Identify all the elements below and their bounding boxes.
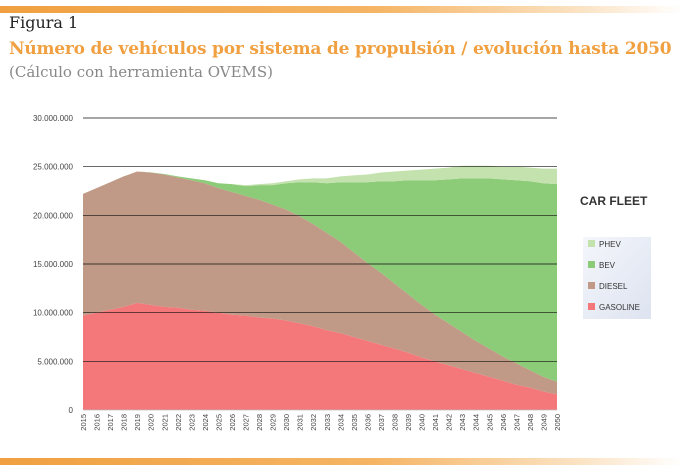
x-tick-label: 2040 (418, 414, 427, 431)
x-tick-label: 2023 (187, 414, 196, 431)
area-diesel (83, 171, 557, 395)
x-tick-label: 2026 (228, 414, 237, 431)
legend-title: CAR FLEET (580, 194, 648, 208)
x-tick-label: 2035 (350, 414, 359, 431)
legend-swatch-diesel (588, 282, 595, 289)
x-tick-label: 2033 (323, 414, 332, 431)
y-tick-label: 25.000.000 (33, 163, 74, 172)
x-tick-label: 2039 (404, 414, 413, 431)
x-tick-label: 2046 (499, 414, 508, 431)
area-bev (83, 171, 557, 382)
x-tick-label: 2015 (79, 414, 88, 431)
x-tick-label: 2043 (458, 414, 467, 431)
x-tick-label: 2030 (282, 414, 291, 431)
legend-label-phev: PHEV (599, 240, 621, 249)
area-gasoline (83, 302, 557, 410)
x-tick-label: 2017 (106, 414, 115, 431)
top-decorative-rule (0, 6, 683, 13)
x-tick-label: 2022 (174, 414, 183, 431)
legend-swatch-bev (588, 261, 595, 268)
x-tick-label: 2050 (553, 414, 562, 431)
x-tick-label: 2044 (472, 414, 481, 431)
x-tick-label: 2027 (242, 414, 251, 431)
bottom-decorative-rule (0, 458, 683, 465)
x-tick-label: 2018 (120, 414, 129, 431)
x-tick-label: 2034 (336, 414, 345, 431)
area-phev (83, 165, 557, 194)
x-tick-label: 2028 (255, 414, 264, 431)
x-tick-label: 2021 (160, 414, 169, 431)
x-tick-label: 2020 (147, 414, 156, 431)
y-tick-label: 10.000.000 (33, 309, 74, 318)
x-tick-label: 2042 (445, 414, 454, 431)
x-tick-label: 2016 (93, 414, 102, 431)
legend-swatch-phev (588, 240, 595, 247)
x-tick-label: 2037 (377, 414, 386, 431)
x-tick-label: 2029 (269, 414, 278, 431)
x-tick-label: 2038 (390, 414, 399, 431)
x-tick-label: 2048 (526, 414, 535, 431)
x-tick-label: 2049 (539, 414, 548, 431)
legend-label-bev: BEV (599, 261, 616, 270)
x-tick-label: 2041 (431, 414, 440, 431)
y-tick-label: 5.000.000 (37, 357, 73, 366)
y-tick-label: 0 (69, 406, 74, 415)
x-tick-label: 2032 (309, 414, 318, 431)
x-tick-label: 2024 (201, 414, 210, 431)
x-tick-label: 2031 (296, 414, 305, 431)
y-tick-label: 15.000.000 (33, 260, 74, 269)
y-tick-label: 20.000.000 (33, 211, 74, 220)
x-tick-label: 2025 (214, 414, 223, 431)
legend-label-gasoline: GASOLINE (599, 303, 640, 312)
legend-label-diesel: DIESEL (599, 282, 628, 291)
x-tick-label: 2045 (485, 414, 494, 431)
figure-label: Figura 1 (9, 13, 79, 32)
legend-swatch-gasoline (588, 303, 595, 310)
x-tick-label: 2036 (363, 414, 372, 431)
figure-subtitle: (Cálculo con herramienta OVEMS) (9, 63, 274, 81)
y-tick-label: 30.000.000 (33, 114, 74, 123)
x-tick-label: 2047 (512, 414, 521, 431)
x-tick-label: 2019 (133, 414, 142, 431)
figure-title: Número de vehículos por sistema de propu… (9, 39, 672, 59)
